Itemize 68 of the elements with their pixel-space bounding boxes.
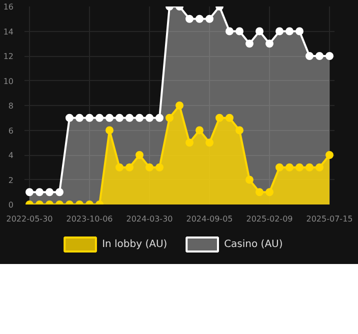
point bbox=[236, 126, 244, 134]
point bbox=[226, 27, 234, 36]
point bbox=[146, 114, 154, 122]
point bbox=[76, 114, 84, 122]
point bbox=[246, 40, 254, 48]
point bbox=[66, 114, 74, 122]
y-tick-label: 16 bbox=[3, 2, 14, 12]
x-tick-label: 2022-05-30 bbox=[6, 214, 53, 224]
x-tick-label: 2025-02-09 bbox=[246, 214, 293, 224]
point bbox=[296, 27, 304, 36]
point bbox=[306, 52, 314, 60]
point bbox=[46, 188, 54, 196]
point bbox=[106, 126, 114, 134]
point bbox=[196, 14, 204, 23]
y-tick-label: 14 bbox=[3, 27, 14, 36]
point bbox=[276, 27, 284, 36]
point bbox=[36, 188, 44, 196]
point bbox=[216, 114, 224, 122]
x-tick-label: 2024-09-05 bbox=[186, 214, 233, 224]
point bbox=[206, 14, 214, 23]
point bbox=[286, 27, 294, 36]
point bbox=[136, 151, 144, 159]
point bbox=[326, 52, 334, 60]
point bbox=[246, 176, 254, 184]
x-tick-label: 2023-10-06 bbox=[66, 214, 113, 224]
x-tick-label: 2025-07-15 bbox=[306, 214, 353, 224]
legend-label: In lobby (AU) bbox=[102, 239, 168, 250]
point bbox=[106, 114, 114, 122]
y-tick-label: 12 bbox=[3, 52, 14, 61]
y-tick-label: 8 bbox=[8, 102, 14, 110]
point bbox=[256, 27, 264, 36]
point bbox=[186, 138, 194, 147]
point bbox=[156, 114, 164, 122]
point bbox=[126, 163, 134, 172]
point bbox=[116, 163, 124, 172]
legend-label: Casino (AU) bbox=[224, 239, 283, 250]
point bbox=[126, 114, 134, 122]
x-tick-label: 2024-03-30 bbox=[126, 214, 173, 224]
point bbox=[26, 188, 34, 196]
point bbox=[286, 163, 294, 172]
y-tick-label: 0 bbox=[8, 200, 14, 210]
point bbox=[266, 40, 274, 48]
point bbox=[316, 52, 324, 60]
point bbox=[226, 114, 234, 122]
point bbox=[236, 27, 244, 36]
point bbox=[266, 188, 274, 196]
point bbox=[296, 163, 304, 172]
point bbox=[176, 102, 184, 110]
y-tick-label: 4 bbox=[8, 151, 14, 160]
point bbox=[116, 114, 124, 122]
point bbox=[146, 163, 154, 172]
point bbox=[326, 151, 334, 159]
point bbox=[256, 188, 264, 196]
y-tick-label: 10 bbox=[3, 76, 14, 86]
point bbox=[166, 114, 174, 122]
point bbox=[96, 114, 104, 122]
point bbox=[316, 163, 324, 172]
point bbox=[276, 163, 284, 172]
point bbox=[306, 163, 314, 172]
point bbox=[56, 188, 64, 196]
point bbox=[136, 114, 144, 122]
y-tick-label: 6 bbox=[8, 126, 14, 136]
point bbox=[206, 138, 214, 147]
y-tick-label: 2 bbox=[8, 176, 14, 185]
point bbox=[156, 163, 164, 172]
point bbox=[86, 114, 94, 122]
point bbox=[186, 14, 194, 23]
point bbox=[196, 126, 204, 134]
